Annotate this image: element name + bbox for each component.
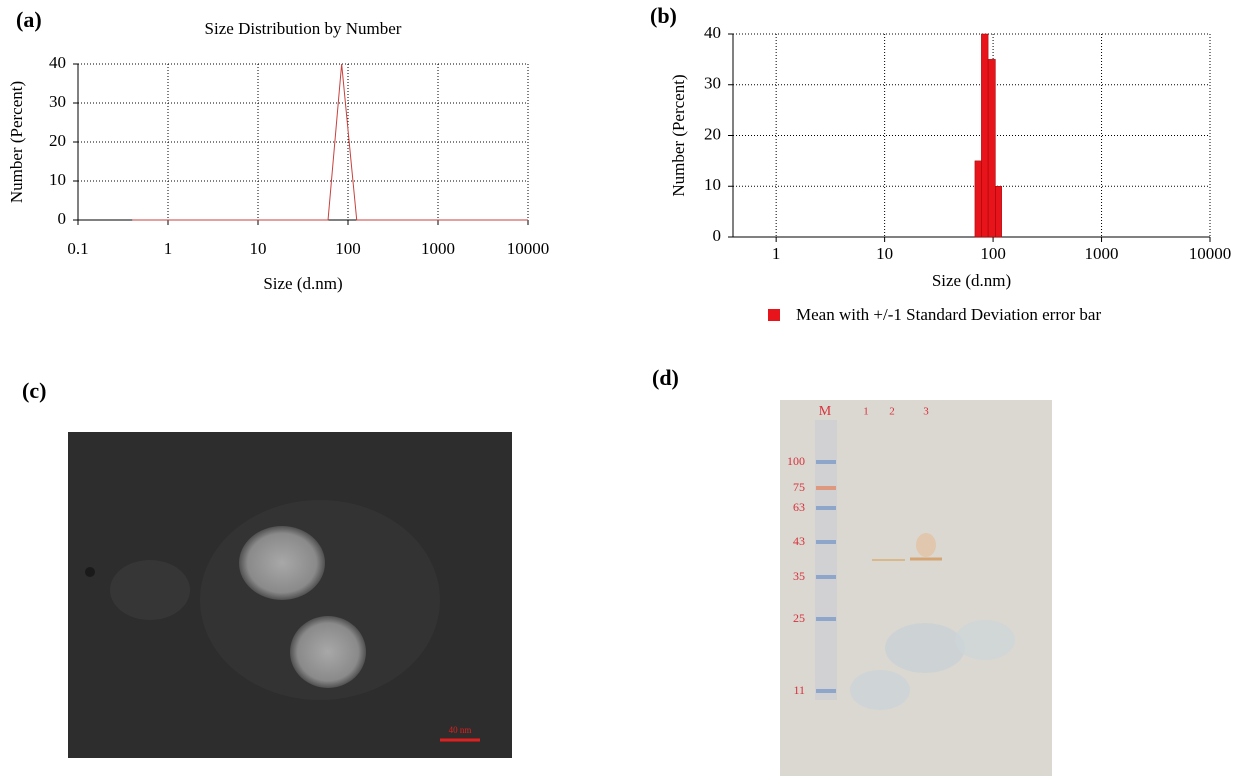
y-axis-label: Number (Percent) [669,74,688,196]
bar [987,59,996,238]
x-tick-label: 10 [876,244,893,263]
tem-image: 40 nm [68,432,512,758]
bar [995,186,1002,238]
chart-title: Size Distribution by Number [205,19,402,38]
panel-label: (d) [652,365,679,390]
gel-image: M 1 2 3 100 75 63 43 35 25 11 [780,400,1052,776]
marker-band [816,575,836,579]
y-tick-label: 0 [58,209,67,228]
bar [981,33,989,238]
y-tick-label: 30 [49,92,66,111]
data-line [132,63,528,221]
x-tick-label: 10 [250,239,267,258]
lane-label: 3 [923,406,929,418]
x-tick-label: 1 [772,244,781,263]
y-tick-label: 0 [713,226,722,245]
marker-band [816,486,836,490]
x-tick-label: 1000 [1085,244,1119,263]
marker-band [816,540,836,544]
y-tick-label: 40 [49,53,66,72]
y-tick-label: 10 [704,175,721,194]
marker-band [816,689,836,693]
marker-label: 25 [793,611,805,625]
marker-label: 75 [793,480,805,494]
marker-label: 35 [793,569,805,583]
y-tick-label: 10 [49,170,66,189]
x-axis-label: Size (d.nm) [932,271,1011,290]
marker-band [816,617,836,621]
y-tick-label: 40 [704,23,721,42]
x-tick-label: 10000 [507,239,550,258]
legend-label: Mean with +/-1 Standard Deviation error … [796,305,1101,324]
marker-band [816,506,836,510]
y-tick-label: 20 [704,124,721,143]
lane-label: 1 [863,406,869,418]
legend-swatch [768,309,780,321]
y-tick-label: 20 [49,131,66,150]
marker-label: 43 [793,534,805,548]
scale-bar-label: 40 nm [449,725,472,735]
bar [974,160,982,238]
marker-label: 63 [793,500,805,514]
marker-label: 11 [793,683,805,697]
x-tick-label: 1 [164,239,173,258]
y-axis-label: Number (Percent) [7,81,26,203]
lane-label: M [819,404,832,419]
x-tick-label: 100 [980,244,1006,263]
lane-label: 2 [889,406,895,418]
panel-label: (a) [16,7,42,32]
y-tick-label: 30 [704,74,721,93]
marker-band [816,460,836,464]
x-tick-label: 0.1 [67,239,88,258]
x-axis-label: Size (d.nm) [263,274,342,293]
marker-label: 100 [787,454,805,468]
panel-label: (b) [650,3,677,28]
x-tick-label: 10000 [1189,244,1232,263]
x-tick-label: 1000 [421,239,455,258]
panel-label: (c) [22,378,46,403]
x-tick-label: 100 [335,239,361,258]
